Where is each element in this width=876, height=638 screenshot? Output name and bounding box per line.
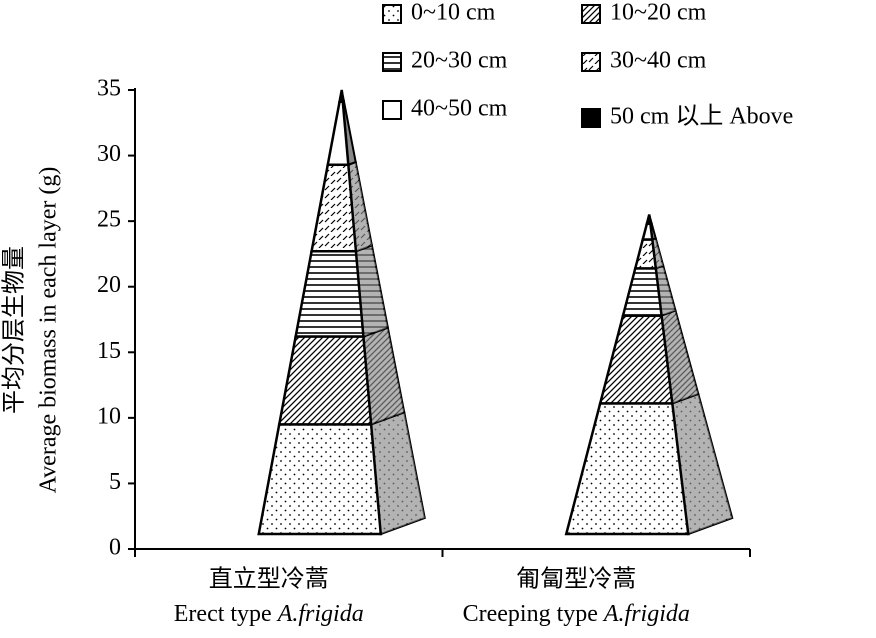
legend-swatch: [581, 108, 601, 128]
y-tick-label: 30: [97, 141, 121, 167]
pyramid-front: [641, 222, 654, 241]
y-tick-label: 25: [97, 207, 121, 233]
species: A.frigida: [602, 601, 690, 627]
y-tick-label: 0: [109, 535, 121, 561]
y-label-zh: 平均分层生物量: [1, 246, 28, 414]
pyramid-side-texture: [355, 245, 388, 337]
pyramid-front: [338, 89, 345, 104]
y-tick-label: 20: [97, 272, 121, 298]
pyramid-side-texture: [371, 412, 425, 534]
legend-label: 30~40 cm: [610, 48, 707, 74]
species: A.frigida: [276, 601, 364, 627]
legend-swatch: [382, 52, 402, 72]
pyramid-side-texture: [672, 393, 733, 534]
pyramid-side-texture: [363, 327, 405, 425]
y-tick-label: 35: [97, 76, 121, 102]
pyramid-front: [564, 402, 690, 536]
pyramid-front: [598, 314, 674, 405]
x-tick-label: 直立型冷蒿: [209, 566, 329, 593]
pyramid-front: [294, 250, 365, 338]
y-tick-label: 10: [97, 403, 121, 429]
legend-label: 40~50 cm: [411, 96, 508, 122]
legend-swatch: [581, 4, 601, 24]
legend-label: 0~10 cm: [411, 0, 496, 26]
x-tick-label: 匍匐型冷蒿: [516, 566, 636, 593]
pyramid-front: [277, 335, 373, 426]
legend-label: 50 cm 以上 Above: [610, 103, 793, 130]
y-tick-label: 5: [109, 469, 121, 495]
y-label: Average biomass in each layer (g): [36, 167, 62, 494]
pyramid-front: [621, 267, 663, 317]
legend-label: 20~30 cm: [411, 48, 508, 74]
pyramid-front: [310, 163, 358, 253]
x-tick-label-en: Creeping type A.frigida: [463, 601, 690, 627]
legend-swatch: [382, 4, 402, 24]
x-tick-label-en: Erect type A.frigida: [174, 601, 364, 627]
pyramid-front: [645, 214, 652, 226]
pyramid-front: [257, 423, 383, 536]
category-en: Creeping type: [463, 601, 598, 627]
pyramid-front: [633, 238, 658, 270]
y-tick-label: 15: [97, 338, 121, 364]
legend-label: 10~20 cm: [610, 0, 707, 26]
legend-swatch: [581, 52, 601, 72]
pyramid-side-texture: [661, 310, 699, 404]
category-en: Erect type: [174, 601, 272, 627]
legend-swatch: [382, 100, 402, 120]
